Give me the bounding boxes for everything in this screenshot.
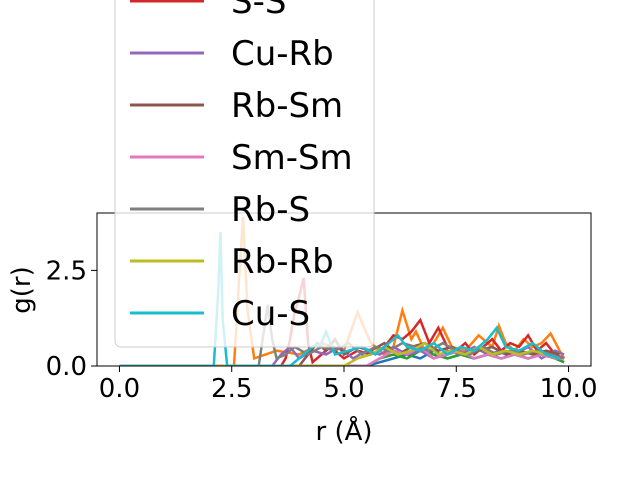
x-axis-ticks: 0.0 2.5 5.0 7.5 10.0 bbox=[99, 366, 598, 404]
legend-label-rb-s: Rb-S bbox=[231, 190, 310, 230]
y-axis-ticks: 0.0 2.5 bbox=[46, 256, 97, 382]
legend-label-rb-sm: Rb-Sm bbox=[231, 86, 343, 126]
legend-label-rb-rb: Rb-Rb bbox=[231, 242, 334, 282]
legend-label-cu-rb: Cu-Rb bbox=[231, 34, 334, 74]
legend: S-S Cu-Rb Rb-Sm Sm-Sm Rb-S Rb-Rb Cu-S bbox=[114, 0, 375, 348]
x-tick-label: 0.0 bbox=[99, 374, 140, 404]
x-tick-label: 7.5 bbox=[436, 374, 477, 404]
y-tick-label: 0.0 bbox=[46, 352, 87, 382]
legend-label-sm-sm: Sm-Sm bbox=[231, 138, 353, 178]
x-tick-label: 2.5 bbox=[211, 374, 252, 404]
legend-label-s-s: S-S bbox=[231, 0, 286, 22]
y-tick-label: 2.5 bbox=[46, 256, 87, 286]
y-axis-label: g(r) bbox=[7, 266, 37, 313]
legend-label-cu-s: Cu-S bbox=[231, 294, 310, 334]
x-tick-label: 5.0 bbox=[323, 374, 364, 404]
x-axis-label: r (Å) bbox=[315, 415, 372, 447]
x-tick-label: 10.0 bbox=[540, 374, 598, 404]
